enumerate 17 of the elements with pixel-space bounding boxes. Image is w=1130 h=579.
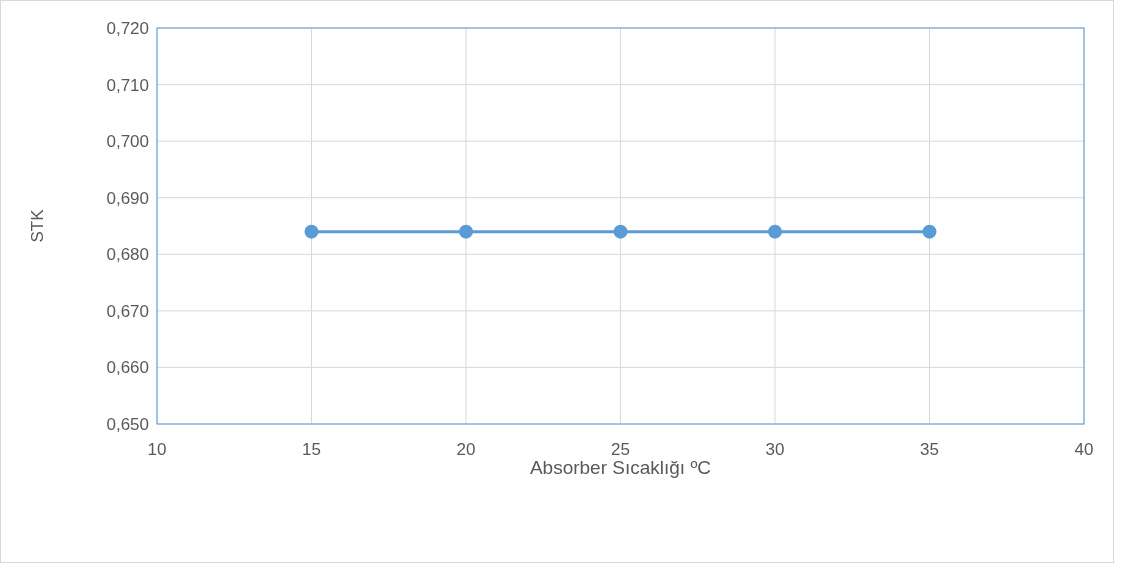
x-axis-title: Absorber Sıcaklığı ºC xyxy=(529,457,712,478)
y-tick-label: 0,650 xyxy=(106,414,149,434)
x-tick-label: 35 xyxy=(920,440,939,459)
y-tick-label: 0,690 xyxy=(106,188,149,208)
y-tick-label: 0,660 xyxy=(106,358,149,378)
x-tick-label: 20 xyxy=(456,440,476,459)
y-tick-label: 0,710 xyxy=(106,75,149,95)
x-tick-label: 40 xyxy=(1074,440,1094,459)
x-tick-label: 30 xyxy=(765,440,785,459)
x-tick-label: 25 xyxy=(611,440,630,459)
y-tick-label: 0,670 xyxy=(106,301,149,321)
x-tick-label: 10 xyxy=(147,440,167,459)
y-tick-label: 0,700 xyxy=(106,132,149,152)
y-axis-title: STK xyxy=(28,208,47,243)
y-tick-label: 0,720 xyxy=(106,18,149,38)
y-tick-label: 0,680 xyxy=(106,245,149,265)
x-tick-label: 15 xyxy=(302,440,321,459)
